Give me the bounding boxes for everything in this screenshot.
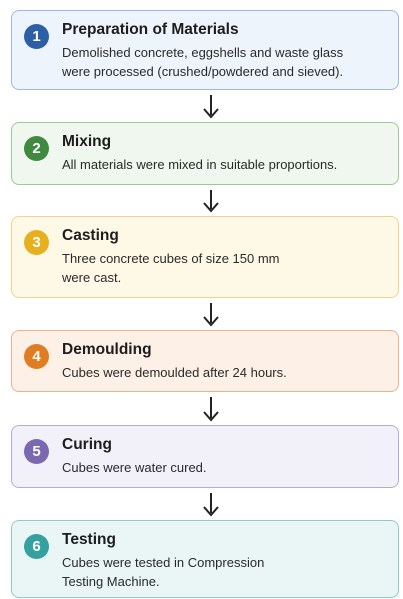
step-box: 6 Testing Cubes were tested in Compression…: [11, 520, 399, 598]
step-title: Preparation of Materials: [62, 21, 239, 38]
description-line: Testing Machine.: [62, 574, 160, 589]
step-box: 3 Casting Three concrete cubes of size 150…: [11, 216, 399, 298]
step-number: 6: [24, 534, 49, 559]
step-box: 2 Mixing All materials were mixed in suita…: [11, 122, 399, 185]
arrow: [203, 316, 219, 327]
description-line: Cubes were demoulded after 24 hours.: [62, 365, 287, 380]
step-number: 5: [24, 439, 49, 464]
step-number: 4: [24, 344, 49, 369]
description-line: were processed (crushed/powdered and sie…: [62, 64, 344, 79]
step-title: Casting: [62, 227, 119, 244]
step-description: Cubes were tested in Compression Testing …: [62, 553, 264, 591]
description-line: were cast.: [62, 270, 122, 285]
step-title: Testing: [62, 531, 116, 548]
step-box: 1 Preparation of Materials Demolished conc…: [11, 10, 399, 90]
step-description: Demolished concrete, eggshells and waste…: [62, 43, 343, 81]
description-line: Demolished concrete, eggshells and waste…: [62, 45, 344, 60]
step-title: Demoulding: [62, 341, 152, 358]
arrow: [203, 506, 219, 517]
arrow: [203, 202, 219, 213]
step-box: 4 Demoulding Cubes were demoulded after 24…: [11, 330, 399, 392]
description-line: Cubes were water cured.: [62, 460, 207, 475]
step-description: Three concrete cubes of size 150 mm were …: [62, 249, 280, 287]
arrow: [203, 108, 219, 119]
description-line: Three concrete cubes of size 150 mm: [62, 251, 280, 266]
description-line: Cubes were tested in Compression: [62, 555, 265, 570]
description-line: All materials were mixed in suitable pro…: [62, 157, 338, 172]
step-description: All materials were mixed in suitable pro…: [62, 155, 337, 174]
step-title: Curing: [62, 436, 112, 453]
step-number: 1: [24, 24, 49, 49]
step-box: 5 Curing Cubes were water cured.: [11, 425, 399, 488]
arrow: [203, 411, 219, 422]
step-number: 3: [24, 230, 49, 255]
step-title: Mixing: [62, 133, 112, 150]
step-number: 2: [24, 136, 49, 161]
step-description: Cubes were demoulded after 24 hours.: [62, 363, 287, 382]
step-description: Cubes were water cured.: [62, 458, 207, 477]
